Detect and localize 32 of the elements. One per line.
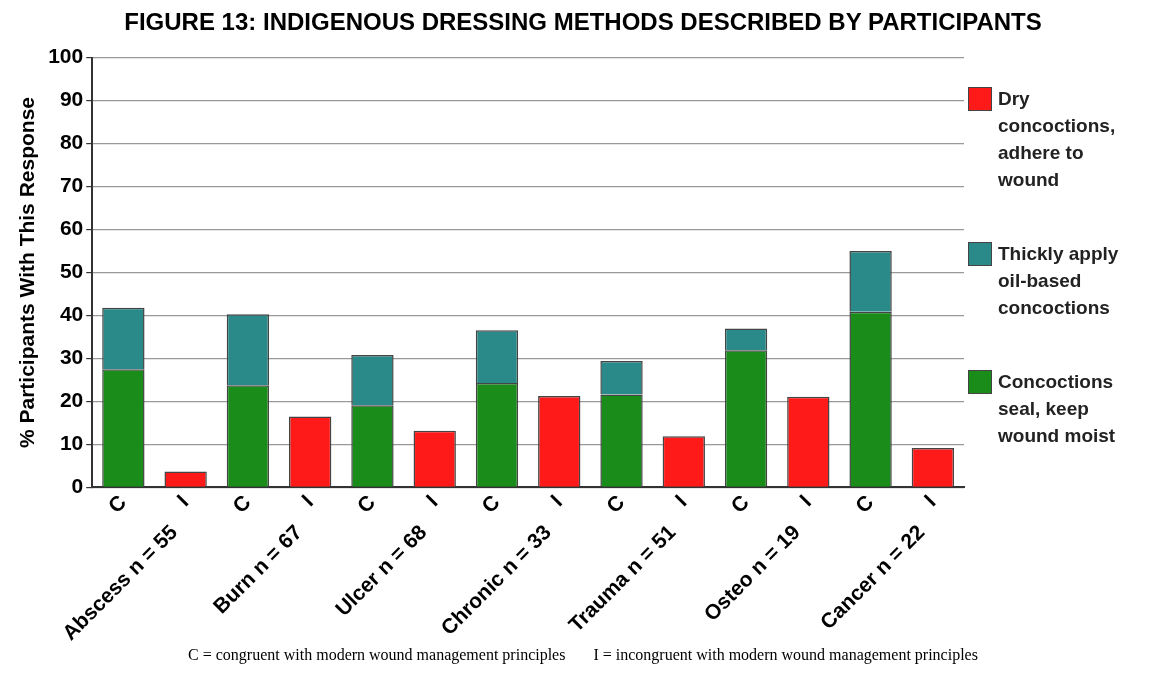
x-tick-label: I	[172, 490, 193, 511]
y-axis-title: % Participants With This Response	[15, 97, 39, 449]
legend-label: Concoctions seal, keep wound moist	[998, 369, 1117, 448]
x-tick-label: C	[601, 490, 629, 518]
y-tick-label: 50	[59, 259, 84, 283]
y-tick-label: 10	[59, 431, 84, 455]
y-tick-label: 20	[59, 388, 84, 412]
chart-title: FIGURE 13: INDIGENOUS DRESSING METHODS DESCRIBED BY PARTICIPANTS	[123, 8, 1043, 37]
x-tick-label: C	[726, 490, 753, 518]
y-tick-label: 100	[48, 44, 84, 68]
x-tick-label: C	[352, 490, 380, 518]
y-tick-label: 90	[59, 87, 84, 111]
x-tick-label: C	[476, 490, 504, 518]
y-tick-label: 0	[71, 474, 84, 498]
legend-label: Dry concoctions, adhere to wound	[998, 87, 1117, 193]
y-tick-label: 60	[59, 216, 84, 240]
x-tick-label: I	[794, 490, 816, 511]
x-tick-label: C	[103, 490, 131, 518]
x-tick-label: I	[919, 490, 940, 511]
y-tick-label: 40	[59, 302, 84, 326]
y-tick-label: 80	[59, 130, 84, 154]
x-tick-label: I	[421, 490, 442, 511]
x-tick-label: C	[227, 490, 255, 518]
x-tick-label: C	[850, 490, 878, 518]
x-tick-label: I	[296, 490, 318, 511]
x-tick-label: I	[545, 490, 567, 511]
x-tick-label: I	[670, 490, 691, 511]
text: C = congruent with modern wound management principles	[188, 646, 566, 664]
y-tick-label: 70	[59, 173, 84, 197]
text: I = incongruent with modern wound management principles	[593, 646, 978, 664]
legend-label: Thickly apply oil-based concoctions	[998, 242, 1120, 320]
y-tick-label: 30	[59, 345, 84, 369]
